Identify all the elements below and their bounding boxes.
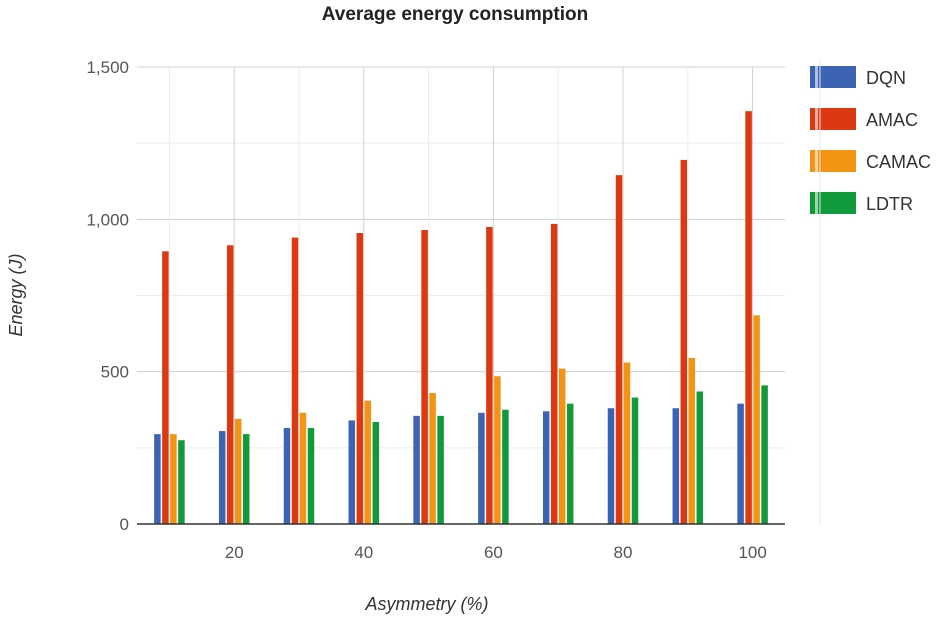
x-tick-label: 20 [225,543,244,562]
bar-ldtr [631,397,639,524]
bar-ldtr [242,434,250,524]
x-axis-title: Asymmetry (%) [365,594,489,614]
legend-swatch-highlight [815,192,818,214]
legend: DQN AMAC CAMAC LDTR [810,66,931,214]
legend-swatch-highlight [815,108,818,130]
bar-amac [421,229,428,524]
bar-amac [615,175,623,524]
bar-camac [299,412,307,524]
legend-swatch-dqn [810,66,856,88]
x-tick-label: 80 [614,543,633,562]
bar-amac [680,159,688,524]
y-tick-label: 0 [120,515,129,534]
legend-label-dqn: DQN [866,68,906,88]
bar-dqn [478,412,485,524]
bar-ldtr [566,403,574,524]
bars [154,111,768,525]
bar-camac [429,392,436,524]
bar-dqn [218,431,226,524]
x-tick-label: 40 [354,543,373,562]
bar-amac [226,245,234,525]
bar-dqn [413,415,420,524]
bar-dqn [607,408,615,524]
y-tick-label: 1,000 [86,210,129,229]
bar-amac [745,111,752,524]
bar-ldtr [437,415,444,524]
legend-swatch-highlight [815,66,818,88]
legend-swatch-camac [810,150,856,172]
bar-ldtr [502,409,509,524]
bar-camac [558,368,566,524]
legend-label-ldtr: LDTR [866,194,913,214]
legend-swatch-amac [810,108,856,130]
bar-ldtr [372,421,380,524]
x-tick-label: 60 [484,543,503,562]
y-axis-title: Energy (J) [6,253,26,336]
bar-dqn [283,428,291,524]
bar-amac [486,226,493,524]
legend-label-amac: AMAC [866,110,918,130]
bar-camac [234,418,242,524]
x-tick-label: 100 [738,543,766,562]
y-axis-ticks: 0 500 1,000 1,500 [86,58,129,534]
bar-camac [170,434,177,524]
bar-ldtr [307,428,315,524]
bar-dqn [737,403,744,524]
gridlines [137,66,785,524]
bar-amac [291,237,299,524]
y-tick-label: 500 [101,363,129,382]
bar-ldtr [761,385,768,524]
legend-swatch-highlight [815,150,818,172]
bar-ldtr [178,440,185,524]
bar-dqn [348,420,356,524]
bar-dqn [672,408,680,524]
bar-camac [688,357,696,524]
bar-amac [550,223,558,525]
bar-camac [494,376,501,524]
bar-camac [364,400,372,524]
legend-label-camac: CAMAC [866,152,931,172]
chart-title: Average energy consumption [322,4,588,25]
bar-amac [162,251,169,524]
y-tick-label: 1,500 [86,58,129,77]
bar-ldtr [696,391,704,524]
bar-dqn [542,411,550,524]
x-axis-ticks: 20 40 60 80 100 [225,543,767,562]
bar-dqn [154,434,161,524]
bar-amac [356,233,364,524]
legend-swatch-ldtr [810,192,856,214]
bar-camac [753,315,760,524]
bar-camac [623,362,631,524]
